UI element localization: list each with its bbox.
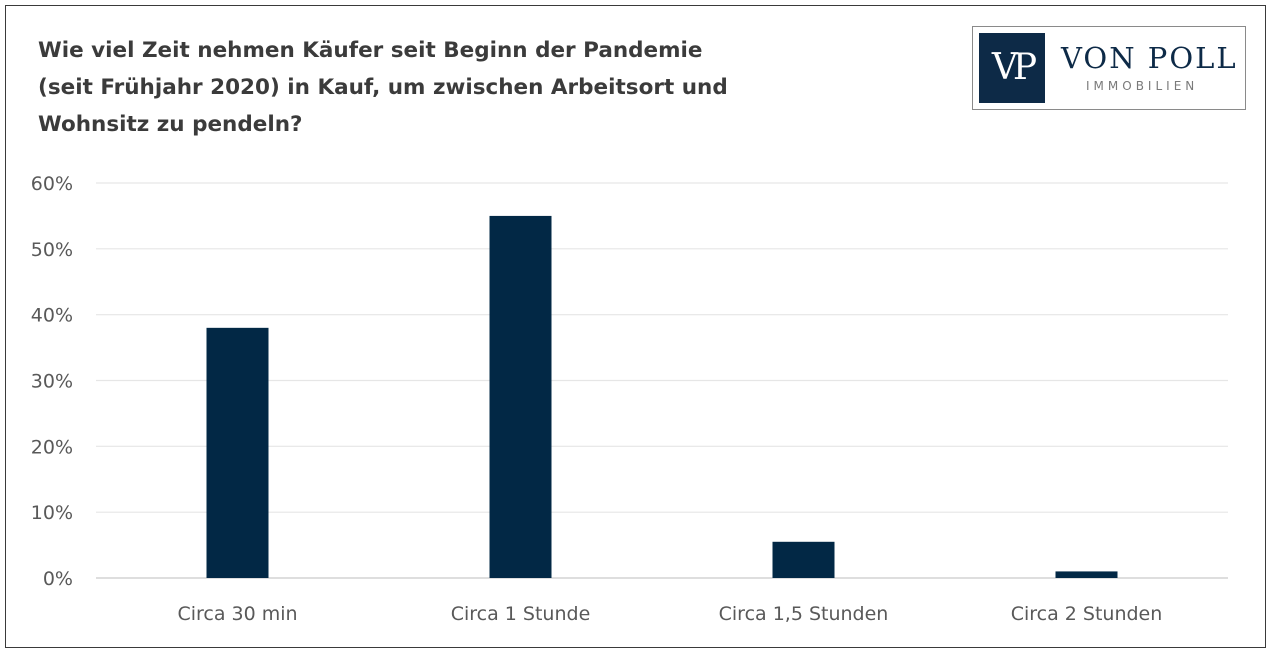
bar [1055,571,1118,578]
bar [489,215,552,578]
x-tick-label: Circa 2 Stunden [1011,603,1163,625]
x-tick-label: Circa 1 Stunde [451,603,591,625]
chart-title-line-3: Wohnsitz zu pendeln? [38,112,303,137]
logo-subtitle: IMMOBILIEN [1086,79,1199,93]
y-tick-label: 20% [31,436,73,458]
chart-title: Wie viel Zeit nehmen Käufer seit Beginn … [38,32,798,143]
logo-mark: VP [979,33,1045,103]
y-tick-label: 50% [31,239,73,261]
logo-name: VON POLL [1061,41,1238,75]
y-tick-label: 0% [43,568,73,590]
y-tick-label: 10% [31,502,73,524]
y-tick-label: 40% [31,305,73,327]
chart-title-line-2: (seit Frühjahr 2020) in Kauf, um zwische… [38,75,728,100]
chart-title-line-1: Wie viel Zeit nehmen Käufer seit Beginn … [38,38,703,63]
x-tick-label: Circa 30 min [177,603,297,625]
y-tick-label: 60% [31,173,73,195]
von-poll-logo: VP VON POLL IMMOBILIEN [972,26,1246,110]
bar [206,327,269,578]
y-tick-label: 30% [31,371,73,393]
bar [772,541,835,578]
x-tick-label: Circa 1,5 Stunden [719,603,889,625]
